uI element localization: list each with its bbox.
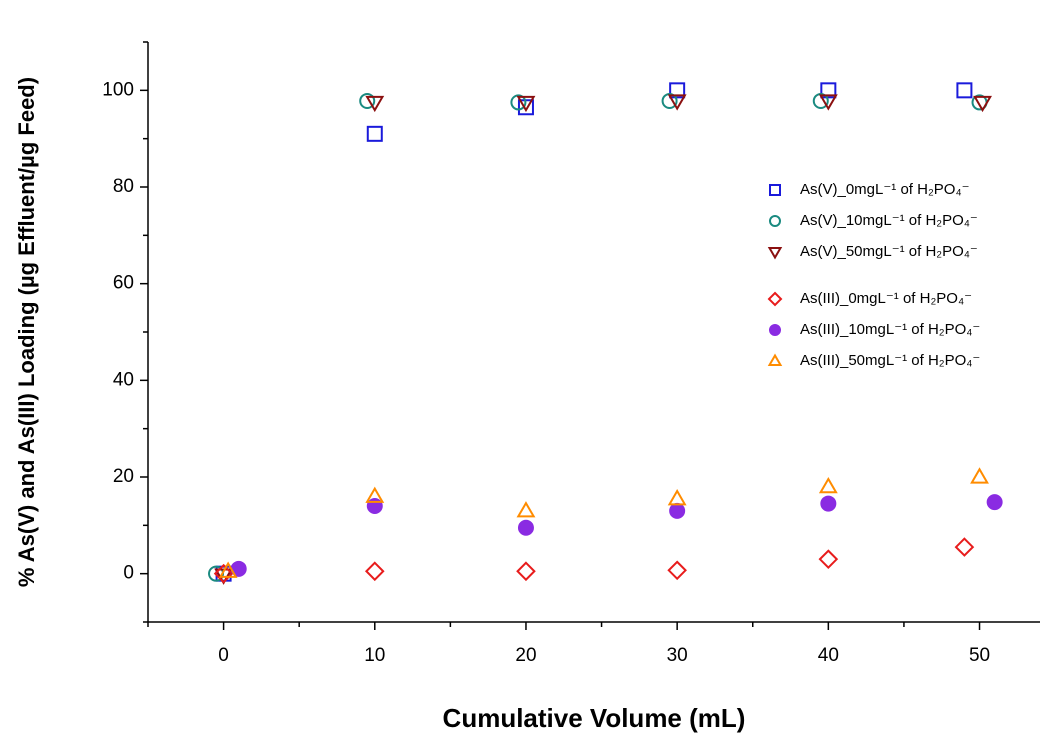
point <box>956 82 973 99</box>
legend-label: As(V)_50mgL⁻¹ of H₂PO₄⁻ <box>800 243 978 260</box>
x-tick-label: 10 <box>364 645 385 666</box>
y-tick-label: 20 <box>113 466 134 487</box>
y-tick-label: 60 <box>113 273 134 294</box>
legend-marker <box>769 184 781 196</box>
legend-marker <box>767 353 783 366</box>
point <box>818 476 838 494</box>
y-tick-label: 100 <box>102 79 134 100</box>
y-tick-label: 40 <box>113 369 134 390</box>
legend-label: As(III)_10mgL⁻¹ of H₂PO₄⁻ <box>800 321 980 338</box>
point <box>366 125 383 142</box>
point <box>669 82 686 99</box>
point <box>213 563 234 584</box>
point <box>359 92 376 109</box>
point <box>970 467 989 484</box>
point <box>986 494 1003 511</box>
legend-marker <box>769 324 781 336</box>
x-axis-title: Cumulative Volume (mL) <box>443 703 746 733</box>
point <box>669 502 686 519</box>
point <box>820 495 837 512</box>
y-tick-label: 0 <box>123 563 134 584</box>
legend-label: As(V)_0mgL⁻¹ of H₂PO₄⁻ <box>800 181 970 198</box>
point <box>516 95 536 113</box>
point <box>218 561 238 578</box>
point <box>667 489 687 506</box>
point <box>818 94 838 111</box>
legend-label: As(III)_0mgL⁻¹ of H₂PO₄⁻ <box>800 290 972 307</box>
legend-marker <box>769 215 781 227</box>
point <box>365 95 385 113</box>
point <box>667 560 687 581</box>
x-tick-label: 50 <box>969 645 990 666</box>
point <box>667 94 687 111</box>
x-tick-label: 40 <box>818 645 839 666</box>
point <box>365 486 385 503</box>
x-tick-label: 30 <box>667 645 688 666</box>
point <box>973 95 992 113</box>
point <box>364 561 385 582</box>
point <box>516 561 536 582</box>
x-tick-label: 20 <box>515 645 536 666</box>
point <box>812 92 829 109</box>
legend-label: As(III)_50mgL⁻¹ of H₂PO₄⁻ <box>800 352 980 369</box>
y-axis-title: % As(V) and As(III) Loading (µg Effluent… <box>14 77 39 587</box>
point <box>818 549 839 569</box>
point <box>820 82 837 99</box>
legend-label: As(V)_10mgL⁻¹ of H₂PO₄⁻ <box>800 212 978 229</box>
legend-marker <box>767 291 783 307</box>
x-tick-label: 0 <box>218 645 229 666</box>
point <box>954 537 975 557</box>
point <box>516 501 536 518</box>
legend-marker <box>767 247 783 260</box>
point <box>517 519 534 536</box>
y-tick-label: 80 <box>113 176 134 197</box>
point <box>661 92 678 109</box>
point <box>510 94 527 111</box>
